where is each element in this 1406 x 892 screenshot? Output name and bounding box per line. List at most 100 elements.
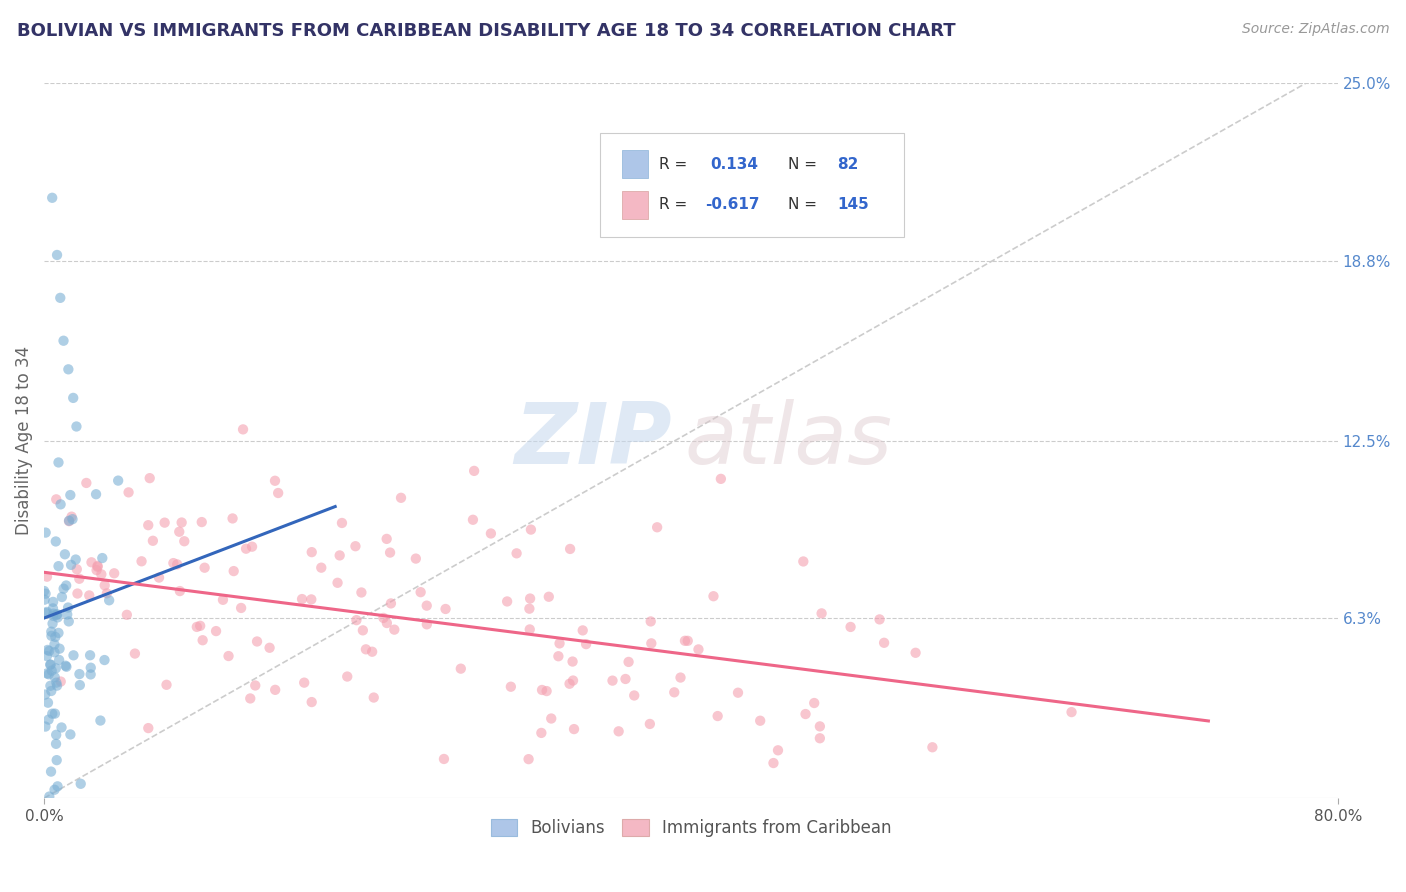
Point — [45, 534, 67, 549]
Text: R =: R = — [658, 157, 692, 171]
Point — [48, 455, 70, 469]
Point — [727, 686, 749, 700]
Point — [96, 586, 118, 600]
Point — [766, 743, 789, 757]
Point — [46, 780, 69, 794]
Point — [264, 682, 287, 697]
Point — [79, 667, 101, 681]
Text: 145: 145 — [837, 197, 869, 212]
Point — [405, 551, 427, 566]
Point — [191, 633, 214, 648]
Point — [904, 646, 927, 660]
Point — [561, 655, 583, 669]
Point — [463, 464, 485, 478]
Point — [673, 633, 696, 648]
Point — [58, 514, 80, 528]
Point — [749, 714, 772, 728]
Point — [558, 677, 581, 691]
Point — [38, 667, 60, 681]
Point — [52, 334, 75, 348]
Point — [232, 422, 254, 436]
Point — [205, 624, 228, 639]
Point — [35, 570, 58, 584]
Point — [434, 602, 457, 616]
Point — [547, 649, 569, 664]
Point — [188, 619, 211, 633]
Point — [212, 592, 235, 607]
Point — [292, 675, 315, 690]
Point — [39, 684, 62, 698]
Point — [702, 589, 724, 603]
Point — [517, 752, 540, 766]
Point — [77, 589, 100, 603]
Point — [138, 471, 160, 485]
Point — [326, 575, 349, 590]
Text: N =: N = — [787, 157, 823, 171]
Point — [41, 191, 63, 205]
Point — [91, 551, 114, 566]
Point — [69, 678, 91, 692]
Point — [352, 624, 374, 638]
Point — [235, 541, 257, 556]
Point — [62, 648, 84, 663]
Point — [664, 685, 686, 699]
Point — [55, 658, 77, 673]
Point — [638, 717, 661, 731]
Point — [39, 679, 62, 693]
Point — [264, 474, 287, 488]
Point — [218, 648, 240, 663]
Point — [153, 516, 176, 530]
Point — [42, 595, 65, 609]
Text: R =: R = — [658, 197, 692, 212]
Point — [245, 678, 267, 692]
Point — [617, 655, 640, 669]
Point — [810, 607, 832, 621]
Point — [267, 486, 290, 500]
Point — [710, 472, 733, 486]
Point — [44, 637, 66, 651]
Point — [166, 558, 188, 572]
Point — [344, 539, 367, 553]
Point — [142, 533, 165, 548]
Point — [519, 601, 541, 615]
Point — [48, 559, 70, 574]
Point — [67, 572, 90, 586]
Point — [131, 554, 153, 568]
Point — [259, 640, 281, 655]
FancyBboxPatch shape — [600, 134, 904, 237]
Point — [98, 593, 121, 607]
Point — [49, 291, 72, 305]
Point — [519, 623, 541, 637]
Point — [162, 556, 184, 570]
Point — [69, 777, 91, 791]
Point — [363, 690, 385, 705]
Point — [873, 636, 896, 650]
Point — [520, 523, 543, 537]
Point — [869, 612, 891, 626]
Point — [330, 516, 353, 530]
Point — [35, 666, 58, 681]
Point — [62, 512, 84, 526]
Point — [136, 518, 159, 533]
Point — [44, 645, 66, 659]
Point — [762, 756, 785, 770]
Point — [361, 645, 384, 659]
Point — [336, 669, 359, 683]
Y-axis label: Disability Age 18 to 34: Disability Age 18 to 34 — [15, 346, 32, 535]
Point — [60, 558, 83, 572]
Point — [46, 248, 69, 262]
Point — [46, 679, 69, 693]
Point — [44, 630, 66, 644]
Point — [86, 558, 108, 573]
Point — [49, 497, 72, 511]
Point — [89, 714, 111, 728]
Point — [222, 564, 245, 578]
Point — [548, 636, 571, 650]
Point — [479, 526, 502, 541]
Point — [240, 540, 263, 554]
Point — [65, 419, 87, 434]
Point — [56, 607, 79, 622]
Point — [80, 661, 103, 675]
Text: 82: 82 — [837, 157, 859, 171]
Point — [117, 485, 139, 500]
